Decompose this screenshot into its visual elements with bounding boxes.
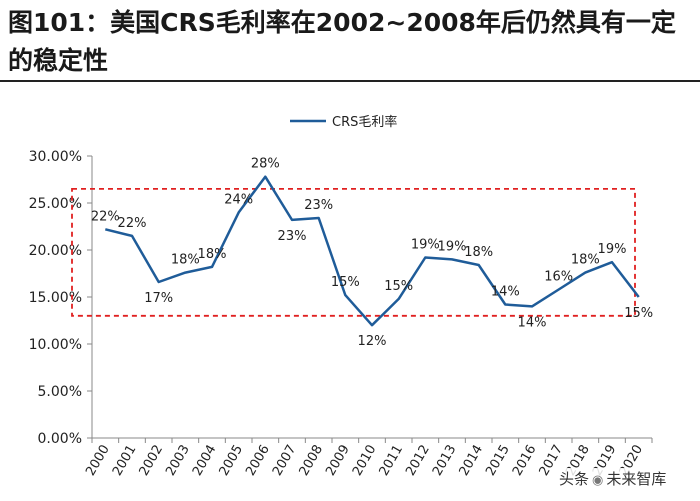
x-tick-label: 2006 xyxy=(243,443,273,479)
x-tick-label: 2001 xyxy=(110,443,140,479)
y-tick-label: 20.00% xyxy=(29,243,82,259)
data-label: 19% xyxy=(598,242,627,257)
chart-title: 图101：美国CRS毛利率在2002~2008年后仍然具有一定的稳定性 xyxy=(8,8,676,75)
y-tick-label: 15.00% xyxy=(29,290,82,306)
x-tick-label: 2004 xyxy=(190,443,220,479)
x-tick-label: 2000 xyxy=(83,443,113,479)
wechat-icon: ◉ xyxy=(592,473,604,488)
data-label: 24% xyxy=(224,192,253,207)
data-label: 15% xyxy=(384,279,413,294)
data-label: 23% xyxy=(304,198,333,213)
data-label: 15% xyxy=(331,275,360,290)
data-label: 14% xyxy=(491,285,520,300)
y-tick-label: 25.00% xyxy=(29,196,82,212)
x-tick-label: 2003 xyxy=(163,443,193,479)
y-tick-label: 5.00% xyxy=(38,384,82,400)
data-label: 18% xyxy=(171,253,200,268)
data-label: 19% xyxy=(438,239,467,254)
x-tick-label: 2016 xyxy=(510,443,540,479)
y-tick-label: 0.00% xyxy=(38,431,82,447)
chart-series: 22%22%17%18%18%24%28%23%23%15%12%15%19%1… xyxy=(91,157,653,350)
data-label: 18% xyxy=(464,245,493,260)
data-label: 12% xyxy=(358,334,387,349)
chart-legend: CRS毛利率 xyxy=(290,114,397,130)
data-label: 19% xyxy=(411,238,440,253)
y-tick-label: 10.00% xyxy=(29,337,82,353)
x-tick-label: 2009 xyxy=(323,443,353,479)
data-label: 18% xyxy=(571,253,600,268)
data-label: 15% xyxy=(624,306,653,321)
x-tick-label: 2008 xyxy=(297,443,327,479)
x-tick-label: 2015 xyxy=(483,443,513,479)
x-tick-label: 2011 xyxy=(377,443,407,479)
x-tick-label: 2012 xyxy=(403,443,433,479)
x-tick-label: 2014 xyxy=(457,442,487,478)
data-label: 23% xyxy=(278,229,307,244)
x-tick-label: 2002 xyxy=(137,443,167,479)
watermark-prefix: 头条 xyxy=(559,470,590,488)
title-divider xyxy=(0,80,700,82)
series-line xyxy=(105,175,640,327)
data-label: 22% xyxy=(91,209,120,224)
data-label: 22% xyxy=(118,216,147,231)
legend-label: CRS毛利率 xyxy=(332,114,397,130)
data-label: 14% xyxy=(518,315,547,330)
watermark: 头条 ◉ 未来智库 xyxy=(556,468,670,489)
y-tick-label: 30.00% xyxy=(29,149,82,165)
watermark-brand: 未来智库 xyxy=(606,470,667,488)
data-label: 17% xyxy=(144,291,173,306)
highlight-rect xyxy=(71,187,636,317)
x-tick-label: 2010 xyxy=(350,443,380,479)
data-label: 28% xyxy=(251,157,280,172)
highlight-box xyxy=(71,187,636,317)
data-label: 18% xyxy=(198,247,227,262)
x-tick-label: 2007 xyxy=(270,443,300,479)
chart-axes: 0.00% 5.00% 10.00% 15.00% 20.00% 25.00% 30.00%… xyxy=(29,149,653,479)
x-tick-label: 2013 xyxy=(430,443,460,479)
x-tick-label: 2005 xyxy=(217,443,247,479)
data-label: 16% xyxy=(544,269,573,284)
